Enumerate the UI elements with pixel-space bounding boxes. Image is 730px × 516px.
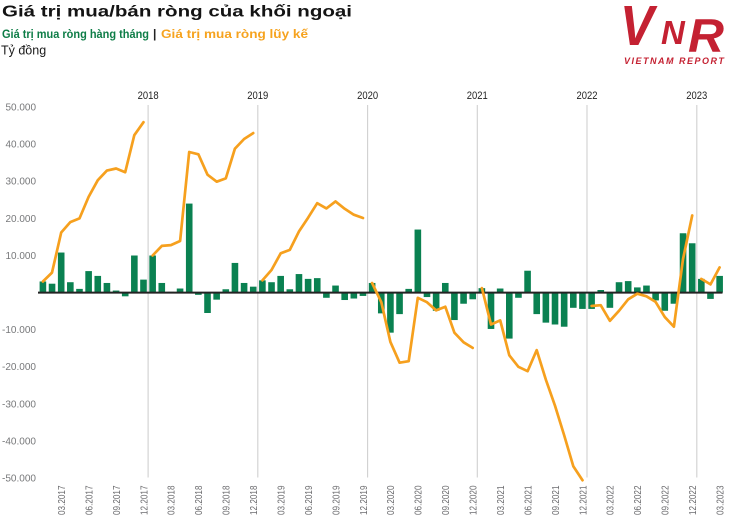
svg-text:-30.000: -30.000	[2, 398, 36, 410]
svg-text:N: N	[661, 14, 686, 51]
svg-text:06.2017: 06.2017	[83, 485, 95, 515]
svg-text:12.2021: 12.2021	[577, 485, 589, 515]
svg-text:R: R	[688, 9, 724, 62]
svg-text:06.2022: 06.2022	[632, 485, 644, 515]
svg-text:Giá trị mua/bán ròng của khối: Giá trị mua/bán ròng của khối ngoại	[2, 4, 352, 21]
svg-text:10.000: 10.000	[6, 250, 37, 262]
svg-text:Giá trị mua ròng hàng tháng: Giá trị mua ròng hàng tháng	[2, 27, 149, 41]
svg-text:12.2018: 12.2018	[248, 485, 260, 515]
svg-text:VIETNAM REPORT: VIETNAM REPORT	[624, 56, 725, 66]
svg-text:2019: 2019	[247, 90, 268, 102]
svg-text:-10.000: -10.000	[2, 324, 36, 336]
svg-text:03.2018: 03.2018	[166, 485, 178, 515]
svg-text:12.2020: 12.2020	[468, 485, 480, 515]
svg-text:V: V	[620, 0, 658, 58]
svg-text:2020: 2020	[357, 90, 378, 102]
svg-text:Giá trị mua ròng lũy kế: Giá trị mua ròng lũy kế	[161, 27, 308, 41]
svg-text:Tỷ đồng: Tỷ đồng	[1, 44, 46, 58]
svg-text:2022: 2022	[577, 90, 598, 102]
svg-text:2021: 2021	[467, 90, 488, 102]
svg-text:40.000: 40.000	[6, 139, 37, 151]
svg-text:12.2019: 12.2019	[358, 485, 370, 515]
svg-text:03.2021: 03.2021	[495, 485, 507, 515]
svg-text:-20.000: -20.000	[2, 361, 36, 373]
svg-text:03.2017: 03.2017	[56, 485, 68, 515]
svg-text:03.2019: 03.2019	[276, 485, 288, 515]
svg-text:-50.000: -50.000	[2, 473, 36, 485]
svg-text:06.2018: 06.2018	[193, 485, 205, 515]
svg-text:06.2019: 06.2019	[303, 485, 315, 515]
svg-text:|: |	[153, 27, 156, 41]
svg-text:12.2022: 12.2022	[687, 485, 699, 515]
svg-text:09.2019: 09.2019	[330, 485, 342, 515]
svg-text:09.2020: 09.2020	[440, 485, 452, 515]
svg-text:09.2021: 09.2021	[550, 485, 562, 515]
svg-text:30.000: 30.000	[6, 176, 37, 188]
svg-text:-40.000: -40.000	[2, 435, 36, 447]
svg-text:03.2020: 03.2020	[385, 485, 397, 515]
svg-text:03.2023: 03.2023	[714, 485, 726, 515]
svg-text:12.2017: 12.2017	[138, 485, 150, 515]
svg-text:09.2017: 09.2017	[111, 485, 123, 515]
svg-text:09.2022: 09.2022	[660, 485, 672, 515]
svg-text:09.2018: 09.2018	[221, 485, 233, 515]
svg-text:2023: 2023	[686, 90, 707, 102]
svg-text:06.2020: 06.2020	[413, 485, 425, 515]
svg-text:03.2022: 03.2022	[605, 485, 617, 515]
svg-text:06.2021: 06.2021	[522, 485, 534, 515]
svg-text:20.000: 20.000	[6, 213, 37, 225]
svg-text:50.000: 50.000	[6, 102, 37, 114]
svg-text:2018: 2018	[138, 90, 159, 102]
